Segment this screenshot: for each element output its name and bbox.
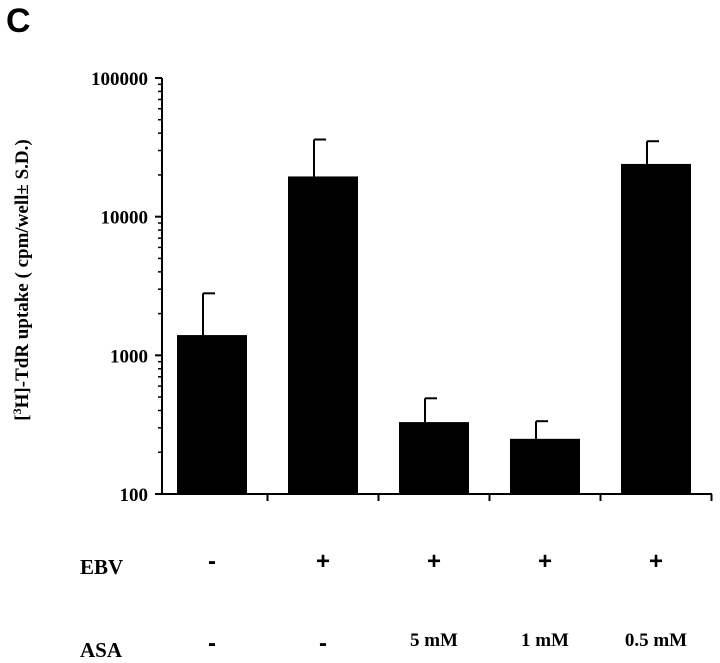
y-tick-label: 100 [120,485,149,506]
ebv-condition: - [208,548,216,575]
bar [621,163,691,495]
bar [288,176,358,494]
y-tick-label: 100000 [91,69,148,90]
panel-label: C [6,2,31,40]
ebv-condition: + [315,548,330,575]
bar [177,335,247,494]
ebv-row-label: EBV [80,555,124,579]
y-tick-label: 10000 [101,208,149,229]
asa-row-label: ASA [80,638,123,662]
bar [510,438,580,494]
asa-condition: 1 mM [520,630,569,651]
bars [177,163,691,495]
asa-condition: - [208,630,216,657]
bar [399,422,469,494]
ebv-condition: + [648,548,663,575]
bar-chart: 100 1000 10000 100000 [91,69,713,506]
asa-condition: - [319,630,327,657]
error-bars [202,138,659,439]
ebv-condition: + [426,548,441,575]
asa-condition: 0.5 mM [624,630,688,651]
asa-condition: 5 mM [409,630,458,651]
y-tick-label: 1000 [110,346,148,367]
ebv-condition: + [537,548,552,575]
